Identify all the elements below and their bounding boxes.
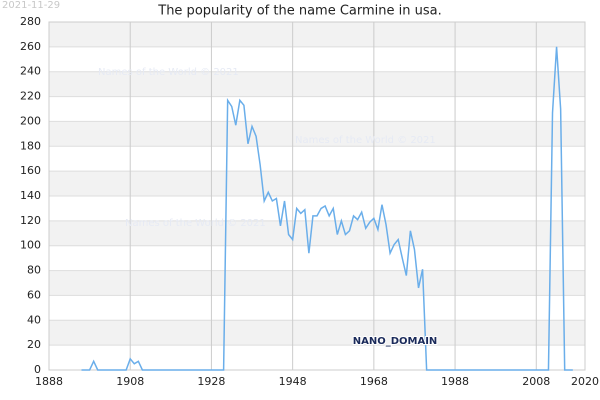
- stripe: [49, 171, 585, 196]
- x-tick-label: 2008: [522, 375, 550, 388]
- stripe: [49, 320, 585, 346]
- y-tick-label: 140: [20, 189, 41, 202]
- stripe: [49, 270, 585, 296]
- y-tick-label: 280: [20, 15, 41, 28]
- x-tick-label: 2020: [571, 375, 599, 388]
- y-tick-label: 120: [20, 214, 41, 227]
- x-tick-label: 1968: [360, 375, 388, 388]
- y-tick-label: 40: [27, 313, 41, 326]
- stripe: [49, 121, 585, 147]
- y-tick-label: 200: [20, 114, 41, 127]
- y-tick-label: 100: [20, 239, 41, 252]
- stripe: [49, 71, 585, 97]
- y-tick-label: 180: [20, 139, 41, 152]
- y-tick-label: 0: [34, 363, 41, 376]
- data-line: [81, 46, 573, 371]
- y-tick-label: 60: [27, 288, 41, 301]
- x-tick-label: 1908: [116, 375, 144, 388]
- watermark: Names of the World © 2021: [295, 135, 436, 146]
- x-tick-label: 1928: [197, 375, 225, 388]
- stripe: [49, 220, 585, 246]
- y-tick-label: 240: [20, 65, 41, 78]
- y-tick-label: 160: [20, 164, 41, 177]
- y-tick-label: 20: [27, 338, 41, 351]
- x-tick-label: 1988: [441, 375, 469, 388]
- plot-frame: [48, 21, 586, 371]
- y-tick-label: 80: [27, 264, 41, 277]
- date-stamp: 2021-11-29: [2, 0, 60, 11]
- x-tick-label: 1948: [279, 375, 307, 388]
- watermark: Names of the World © 2021: [98, 67, 239, 78]
- x-tick-label: 1888: [35, 375, 63, 388]
- chart-title: The popularity of the name Carmine in us…: [157, 4, 442, 19]
- domain-label: NANO_DOMAIN: [353, 336, 438, 347]
- y-tick-label: 260: [20, 40, 41, 53]
- stripe: [49, 22, 585, 47]
- y-tick-label: 220: [20, 90, 41, 103]
- watermark: Names of the World © 2021: [125, 218, 266, 229]
